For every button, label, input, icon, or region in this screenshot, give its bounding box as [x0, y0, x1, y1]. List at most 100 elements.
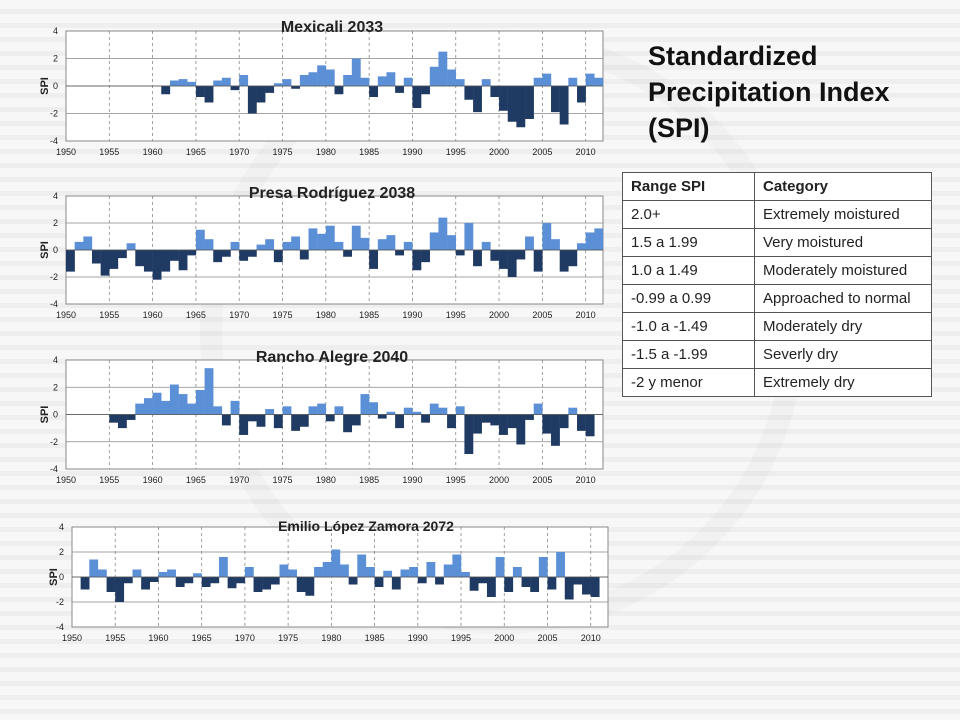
spi-bar-dry — [525, 86, 534, 119]
spi-bar-dry — [551, 414, 560, 446]
y-tick-label: 4 — [53, 191, 58, 201]
x-tick-label: 2010 — [576, 475, 596, 485]
spi-bar-wet — [409, 567, 419, 577]
spi-bar-dry — [455, 250, 465, 256]
spi-bar-dry — [499, 250, 508, 269]
spi-bar-dry — [100, 250, 110, 276]
spi-bar-dry — [412, 86, 422, 108]
x-tick-label: 1955 — [105, 633, 125, 643]
spi-bar-wet — [351, 225, 361, 250]
spi-bar-dry — [585, 414, 595, 437]
spi-bar-dry — [516, 414, 526, 445]
spi-bar-dry — [325, 414, 335, 422]
spi-bar-wet — [452, 554, 462, 577]
y-tick-label: -2 — [50, 109, 58, 119]
spi-bar-wet — [89, 559, 99, 577]
spi-bar-dry — [213, 250, 223, 263]
spi-bar-dry — [473, 86, 482, 113]
spi-bar-dry — [417, 577, 427, 584]
spi-bar-wet — [512, 567, 522, 577]
table-cell-range: -1.5 a -1.99 — [622, 340, 755, 369]
spi-bar-dry — [516, 250, 526, 260]
spi-bar-dry — [334, 86, 344, 95]
y-tick-label: -4 — [50, 464, 58, 474]
x-tick-label: 2010 — [581, 633, 601, 643]
x-tick-label: 1990 — [402, 310, 422, 320]
spi-bar-dry — [516, 86, 526, 128]
spi-bar-wet — [169, 80, 179, 86]
spi-bar-dry — [66, 250, 75, 272]
x-tick-label: 2005 — [532, 310, 552, 320]
spi-bar-wet — [152, 392, 162, 415]
x-tick-label: 1980 — [321, 633, 341, 643]
x-tick-label: 2005 — [532, 147, 552, 157]
x-tick-label: 1970 — [229, 147, 249, 157]
table-cell-category: Approached to normal — [754, 284, 932, 313]
x-tick-label: 2010 — [576, 310, 596, 320]
spi-bar-dry — [152, 250, 162, 280]
spi-bar-wet — [412, 411, 422, 415]
spi-bar-wet — [308, 72, 318, 86]
spi-bar-dry — [374, 577, 384, 587]
spi-bar-dry — [256, 86, 266, 103]
spi-bar-dry — [395, 250, 404, 256]
spi-bar-wet — [167, 569, 176, 577]
table-cell-range: -0.99 a 0.99 — [622, 284, 755, 313]
x-tick-label: 1990 — [402, 147, 422, 157]
spi-bar-wet — [193, 573, 202, 577]
spi-bar-dry — [369, 250, 379, 269]
spi-bar-wet — [568, 407, 578, 415]
x-tick-label: 1970 — [229, 475, 249, 485]
spi-bar-dry — [262, 577, 272, 590]
spi-bar-wet — [343, 75, 353, 86]
x-tick-label: 1990 — [402, 475, 422, 485]
spi-bar-dry — [369, 86, 379, 97]
table-row: -0.99 a 0.99 Approached to normal — [622, 284, 932, 313]
x-tick-label: 1995 — [451, 633, 471, 643]
y-tick-label: 0 — [53, 81, 58, 91]
table-header-category: Category — [754, 172, 932, 201]
x-tick-label: 1960 — [143, 147, 163, 157]
table-cell-range: 2.0+ — [622, 200, 755, 229]
x-tick-label: 1980 — [316, 310, 336, 320]
spi-bar-wet — [369, 402, 379, 415]
x-tick-label: 1970 — [235, 633, 255, 643]
spi-bar-dry — [221, 250, 231, 257]
spi-bar-wet — [365, 567, 375, 577]
x-tick-label: 1995 — [446, 475, 466, 485]
spi-bar-dry — [421, 414, 430, 423]
spi-bar-wet — [195, 229, 205, 250]
spi-bar-dry — [221, 414, 231, 426]
x-tick-label: 2005 — [537, 633, 557, 643]
spi-bar-dry — [169, 250, 179, 261]
spi-bar-dry — [230, 86, 240, 91]
spi-bar-wet — [386, 72, 396, 86]
spi-bar-wet — [585, 73, 595, 86]
spi-bar-wet — [386, 411, 396, 415]
spi-bar-wet — [429, 403, 439, 415]
spi-bar-wet — [538, 557, 548, 577]
spi-bar-dry — [525, 414, 534, 420]
spi-bar-wet — [308, 406, 318, 415]
spi-bar-dry — [227, 577, 237, 589]
spi-bar-wet — [542, 73, 552, 86]
x-tick-label: 2000 — [494, 633, 514, 643]
spi-bar-wet — [403, 241, 413, 250]
x-tick-label: 1965 — [192, 633, 212, 643]
spi-bar-dry — [343, 250, 353, 257]
y-tick-label: 2 — [59, 547, 64, 557]
spi-bar-wet — [161, 400, 171, 415]
spi-bar-dry — [577, 86, 586, 103]
spi-bar-wet — [334, 241, 344, 250]
spi-bar-dry — [143, 250, 153, 272]
spi-bar-wet — [265, 409, 275, 415]
spi-bar-dry — [239, 414, 249, 435]
spi-bar-wet — [360, 394, 370, 415]
spi-bar-wet — [447, 69, 456, 86]
spi-bar-wet — [455, 79, 465, 86]
x-tick-label: 2000 — [489, 310, 509, 320]
spi-bar-wet — [377, 76, 387, 86]
spi-bar-dry — [590, 577, 600, 597]
spi-bar-dry — [507, 414, 517, 429]
